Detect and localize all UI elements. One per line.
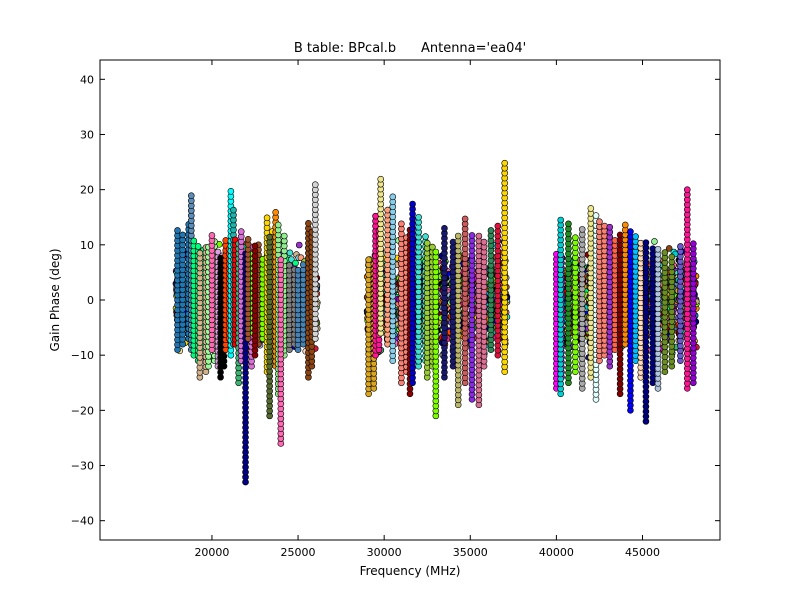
data-point: [288, 256, 295, 263]
data-point: [272, 208, 279, 216]
data-point: [415, 213, 422, 221]
data-point: [441, 224, 448, 232]
data-point: [286, 261, 293, 269]
series-31: [389, 193, 397, 364]
data-point: [196, 249, 204, 257]
data-point: [266, 233, 273, 241]
data-point: [208, 232, 216, 239]
data-point: [237, 228, 245, 235]
data-point: [432, 248, 440, 256]
data-point: [286, 249, 294, 257]
data-point: [377, 175, 385, 183]
data-point: [409, 200, 416, 208]
series-29: [377, 175, 385, 337]
data-point: [263, 214, 271, 222]
series-22: [277, 256, 285, 447]
series-37: [432, 248, 440, 420]
series-5: [208, 232, 216, 353]
data-point: [187, 192, 195, 200]
data-point: [365, 256, 372, 264]
data-point: [230, 206, 237, 214]
series-34: [409, 200, 416, 387]
series-26: [311, 181, 319, 342]
series-39: [454, 232, 462, 409]
series-19: [266, 233, 273, 420]
data-point: [174, 227, 181, 234]
data-point: [422, 233, 429, 240]
data-point: [398, 220, 405, 228]
data-point: [651, 238, 658, 245]
data-point: [423, 239, 431, 247]
data-point: [251, 242, 259, 250]
data-point: [194, 243, 202, 250]
data-point: [274, 221, 282, 229]
series-17: [251, 242, 259, 359]
data-point: [227, 188, 235, 195]
data-point: [190, 237, 198, 245]
data-point: [280, 232, 288, 240]
data-point: [305, 220, 312, 227]
data-point: [295, 241, 303, 249]
data-point: [311, 181, 319, 188]
data-point: [277, 256, 285, 264]
data-point: [179, 231, 186, 239]
data-point: [244, 236, 252, 243]
scatter-points: [172, 159, 700, 486]
data-point: [292, 259, 299, 267]
data-point: [389, 193, 397, 201]
